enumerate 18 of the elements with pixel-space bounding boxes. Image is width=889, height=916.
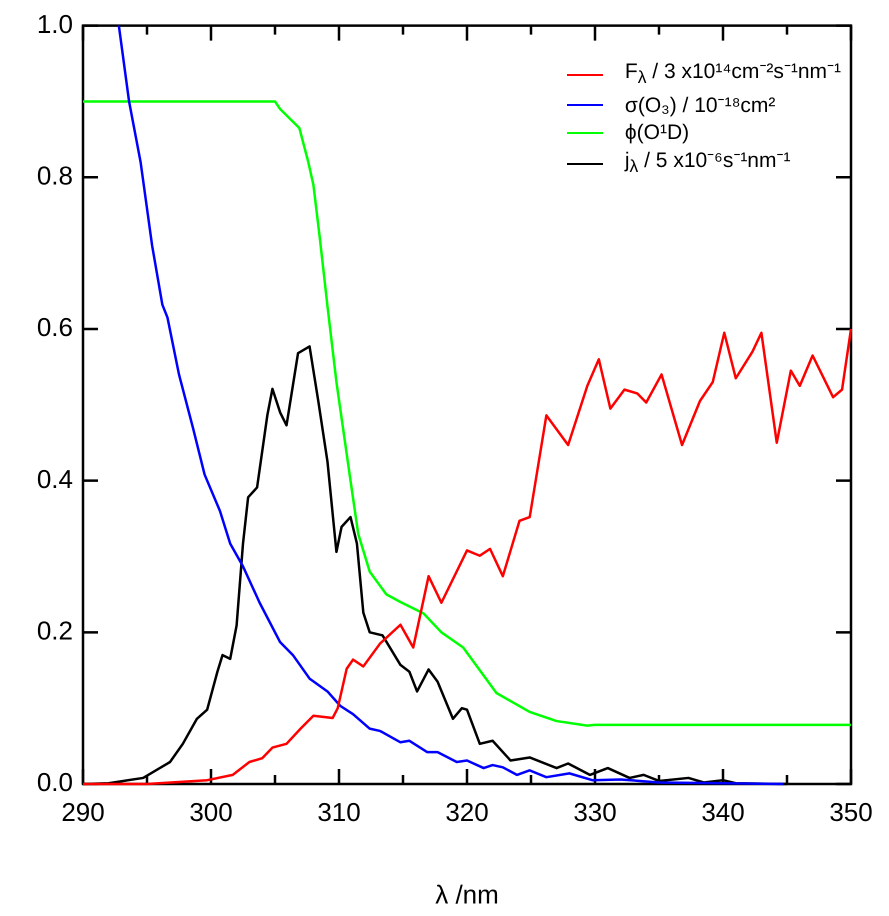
x-tick-label: 350: [829, 796, 873, 827]
y-tick-label: 1.0: [36, 8, 73, 39]
y-tick-label: 0.2: [36, 615, 73, 646]
x-tick-label: 310: [317, 796, 361, 827]
legend-label: σ(O₃) / 10⁻¹⁸cm²: [624, 92, 776, 119]
x-tick-label: 320: [445, 796, 489, 827]
legend-label: F$_{λ}$ / 3 x10¹⁴cm⁻²s⁻¹nm⁻¹: [624, 59, 841, 90]
x-tick-label: 340: [701, 796, 745, 827]
y-tick-label: 0.4: [36, 464, 73, 494]
x-axis-title: λ /nm: [435, 880, 499, 910]
x-tick-label: 290: [61, 796, 105, 827]
x-tick-label: 330: [573, 796, 617, 827]
legend-label: j$_{λ}$ / 5 x10⁻⁶s⁻¹nm⁻¹: [624, 148, 790, 178]
y-tick-label: 0.6: [36, 312, 73, 342]
y-tick-label: 0.8: [36, 160, 73, 190]
x-tick-label: 300: [189, 796, 233, 827]
legend-label: ϕ(O¹D): [624, 120, 690, 146]
y-tick-label: 0.0: [36, 767, 73, 798]
